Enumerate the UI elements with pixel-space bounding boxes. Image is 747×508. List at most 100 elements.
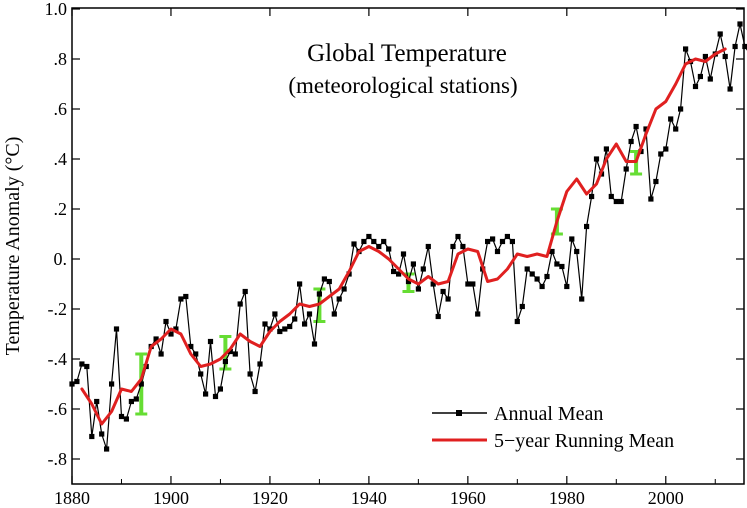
annual-point-1928 bbox=[306, 311, 313, 317]
annual-point-2000 bbox=[663, 146, 669, 152]
annual-point-1926 bbox=[297, 281, 303, 287]
annual-point-2006 bbox=[692, 83, 699, 90]
annual-point-1966 bbox=[494, 248, 501, 255]
annual-point-1958 bbox=[455, 233, 461, 240]
annual-point-1956 bbox=[445, 296, 451, 302]
annual-point-1923 bbox=[282, 326, 288, 332]
annual-point-1942 bbox=[376, 243, 382, 250]
annual-point-1952 bbox=[425, 243, 431, 250]
annual-point-1925 bbox=[292, 316, 298, 322]
annual-point-1965 bbox=[490, 236, 496, 242]
x-tick-label-1980: 1980 bbox=[549, 488, 585, 508]
annual-point-1940 bbox=[366, 233, 372, 240]
x-tick-label-1900: 1900 bbox=[153, 488, 189, 508]
annual-point-1984 bbox=[584, 223, 590, 230]
annual-point-2016 bbox=[742, 43, 747, 50]
annual-point-1996 bbox=[643, 126, 649, 132]
annual-point-1934 bbox=[336, 296, 342, 302]
annual-point-1886 bbox=[99, 431, 105, 437]
annual-point-1991 bbox=[618, 198, 624, 205]
annual-point-1906 bbox=[198, 371, 204, 377]
annual-point-1894 bbox=[138, 381, 144, 387]
annual-point-1982 bbox=[574, 248, 580, 255]
annual-point-1945 bbox=[391, 268, 397, 275]
annual-point-2015 bbox=[737, 21, 743, 27]
annual-point-1920 bbox=[267, 326, 273, 332]
annual-point-2008 bbox=[702, 53, 708, 60]
annual-point-1950 bbox=[415, 286, 421, 292]
annual-point-1937 bbox=[351, 241, 357, 247]
annual-point-1929 bbox=[311, 341, 318, 347]
annual-point-2014 bbox=[732, 43, 738, 50]
annual-point-1881 bbox=[74, 378, 80, 385]
y-tick-label-2: .6 bbox=[54, 99, 68, 119]
annual-point-1943 bbox=[381, 238, 387, 245]
plot-frame bbox=[71, 7, 745, 485]
annual-point-1969 bbox=[509, 238, 515, 245]
annual-point-1946 bbox=[396, 271, 402, 277]
annual-point-1957 bbox=[450, 243, 456, 250]
annual-point-1924 bbox=[287, 323, 293, 330]
annual-point-2003 bbox=[678, 106, 684, 112]
annual-point-1954 bbox=[435, 313, 441, 320]
annual-point-1988 bbox=[603, 146, 609, 152]
y-tick-label-3: .4 bbox=[54, 149, 68, 169]
annual-point-1953 bbox=[430, 281, 436, 287]
legend-annual-marker bbox=[456, 410, 462, 416]
annual-point-1974 bbox=[534, 276, 540, 282]
chart-subtitle: (meteorological stations) bbox=[288, 73, 517, 98]
annual-point-1883 bbox=[84, 363, 90, 370]
annual-point-1899 bbox=[163, 318, 169, 325]
annual-point-1997 bbox=[648, 196, 654, 202]
annual-point-2007 bbox=[697, 73, 703, 80]
annual-point-2012 bbox=[722, 53, 728, 60]
annual-point-1889 bbox=[113, 326, 120, 332]
legend-annual-label: Annual Mean bbox=[494, 403, 603, 425]
annual-point-1960 bbox=[465, 281, 471, 287]
y-axis-label: Temperature Anomaly (°C) bbox=[2, 137, 24, 356]
annual-point-1989 bbox=[608, 193, 614, 200]
y-tick-label-1: .8 bbox=[54, 49, 68, 69]
annual-point-1880 bbox=[69, 381, 75, 387]
annual-point-1961 bbox=[470, 281, 476, 287]
x-tick-label-1960: 1960 bbox=[450, 488, 486, 508]
annual-point-1905 bbox=[193, 351, 199, 357]
annual-point-1884 bbox=[89, 433, 95, 440]
annual-point-1891 bbox=[123, 416, 129, 422]
annual-point-1901 bbox=[173, 326, 179, 332]
annual-point-1900 bbox=[168, 331, 174, 337]
annual-point-1907 bbox=[203, 391, 209, 397]
annual-point-1967 bbox=[499, 238, 506, 245]
annual-point-1902 bbox=[178, 296, 184, 302]
annual-point-1903 bbox=[183, 293, 189, 300]
annual-point-1917 bbox=[252, 388, 258, 395]
chart-title: Global Temperature bbox=[307, 40, 507, 67]
annual-point-1951 bbox=[420, 266, 426, 272]
x-tick-label-1880: 1880 bbox=[54, 488, 90, 508]
annual-point-1919 bbox=[262, 321, 268, 327]
annual-point-1893 bbox=[133, 396, 139, 402]
annual-point-1947 bbox=[400, 251, 407, 257]
annual-point-1931 bbox=[321, 276, 327, 282]
annual-point-1976 bbox=[544, 273, 550, 280]
annual-point-1911 bbox=[222, 358, 228, 365]
annual-point-1944 bbox=[386, 246, 392, 252]
annual-point-1985 bbox=[589, 193, 595, 200]
annual-point-1912 bbox=[227, 348, 233, 355]
y-tick-label-7: -.4 bbox=[48, 349, 68, 369]
annual-point-1927 bbox=[302, 321, 308, 327]
annual-point-1933 bbox=[331, 311, 337, 317]
annual-point-1922 bbox=[277, 328, 283, 335]
annual-point-1986 bbox=[593, 156, 600, 162]
annual-point-1994 bbox=[633, 123, 639, 130]
annual-point-1910 bbox=[217, 386, 223, 392]
annual-point-1918 bbox=[257, 361, 263, 367]
annual-point-1973 bbox=[529, 271, 535, 277]
y-tick-label-5: 0. bbox=[54, 249, 68, 269]
annual-point-1915 bbox=[242, 288, 248, 295]
y-tick-label-6: -.2 bbox=[48, 299, 68, 319]
annual-point-1955 bbox=[440, 288, 446, 295]
annual-point-1949 bbox=[410, 261, 416, 267]
annual-point-1916 bbox=[247, 371, 253, 377]
annual-point-1882 bbox=[79, 361, 85, 367]
